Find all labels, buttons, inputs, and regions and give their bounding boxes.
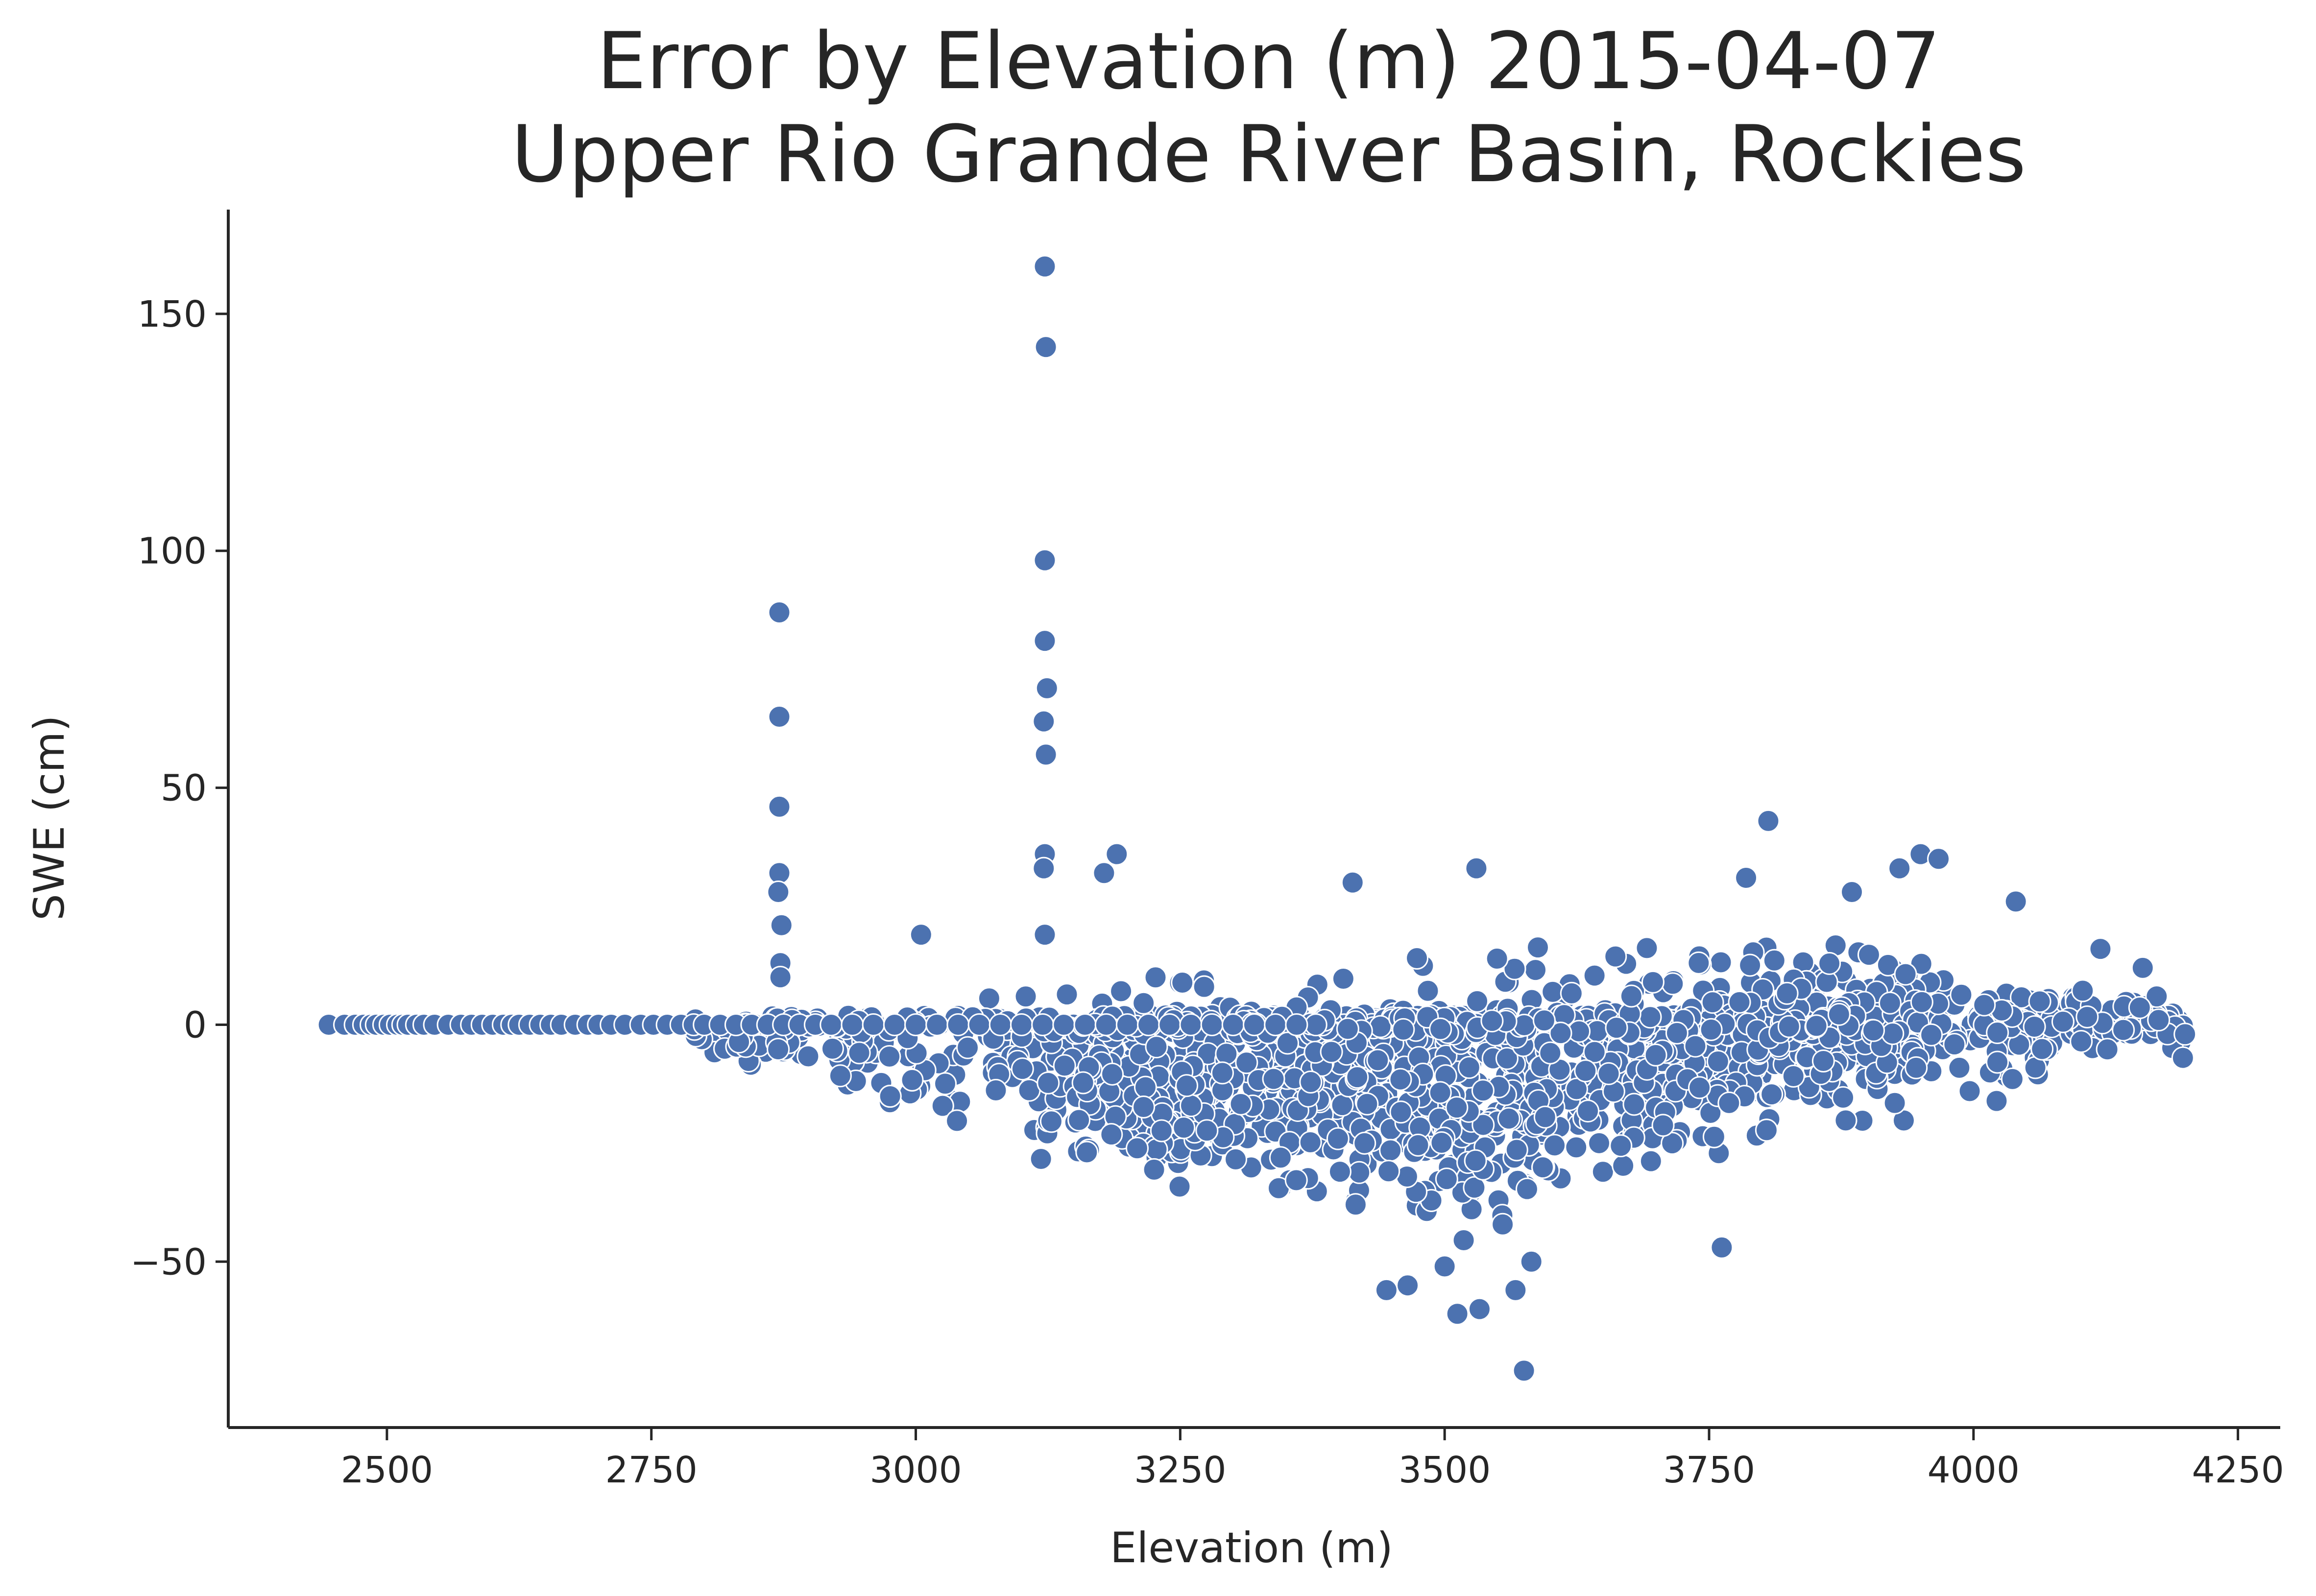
data-point [878,1085,902,1108]
data-point [1331,967,1355,990]
data-point [1053,1054,1076,1077]
data-point [1235,1051,1258,1074]
data-point [1497,1107,1520,1130]
data-point [956,1036,980,1059]
data-points [317,255,2197,1382]
data-point [1641,970,1665,994]
data-point [1416,979,1440,1002]
data-point [1609,1134,1633,1158]
data-point [1948,1056,1971,1079]
data-point [1583,964,1606,987]
data-point [2028,990,2051,1013]
data-point [1782,1064,1805,1088]
data-point [1430,1131,1453,1155]
data-point [1284,1168,1308,1192]
data-point [1067,1108,1091,1132]
data-point [1818,952,1841,975]
data-point [1701,991,1724,1014]
data-point [1950,983,1973,1006]
chart-title-line1: Error by Elevation (m) 2015-04-07 [597,15,1940,107]
data-point [1457,1056,1481,1079]
data-point [1762,949,1786,972]
data-point [1171,971,1194,995]
data-point [1576,1099,1600,1123]
data-point [1986,1050,2009,1074]
data-point [1661,1132,1684,1155]
data-point [1210,1061,1234,1085]
data-point [931,1094,954,1118]
chart-title-line2: Upper Rio Grande River Basin, Rockies [511,108,2026,200]
data-point [1145,1035,1168,1059]
data-point [1495,1047,1519,1070]
data-point [1760,1083,1784,1106]
data-point [2030,1037,2054,1061]
data-point [1110,979,1133,1003]
data-point [977,987,1001,1010]
data-point [1883,1091,1906,1115]
data-point [1612,1154,1635,1178]
data-point [945,1109,969,1133]
data-point [1215,1042,1238,1066]
data-point [1452,1228,1475,1252]
data-point [1834,1109,1858,1132]
data-point [1132,991,1156,1015]
data-point [1635,936,1659,960]
data-point [1348,1161,1371,1184]
data-point [2070,1030,2093,1053]
data-point [1591,1160,1615,1184]
data-point [900,1068,924,1092]
data-point [1560,981,1583,1005]
data-point [1435,1167,1458,1191]
data-point [1466,989,1489,1013]
data-point [1943,1033,1966,1056]
data-point [1526,936,1549,959]
data-point [1330,1094,1354,1117]
data-point [1405,946,1429,970]
data-point [1958,1079,1981,1103]
data-point [1011,1057,1034,1081]
data-point [1503,957,1526,980]
data-point [2071,979,2095,1002]
data-point [1583,1040,1606,1064]
data-point [1014,985,1037,1008]
data-point [1985,1089,2008,1113]
data-point [1588,1131,1611,1155]
data-point [2145,985,2169,1008]
data-point [1328,1160,1351,1184]
data-point [1524,958,1547,982]
data-point [1531,1156,1555,1179]
data-point [934,1072,957,1096]
data-point [1192,975,1216,999]
data-point [1366,1048,1390,1072]
data-point [1894,962,1917,986]
data-point [1491,1213,1515,1236]
data-point [1565,1077,1588,1101]
data-point [1224,1147,1248,1171]
data-point [1651,1114,1675,1137]
data-point [1639,1149,1663,1173]
data-point [1472,1113,1495,1137]
data-point [1661,972,1685,996]
data-point [1543,1134,1567,1157]
data-point [1326,1127,1350,1150]
data-point [1706,1050,1730,1073]
data-point [1369,1015,1392,1038]
data-point [1100,1123,1123,1146]
data-point [1029,1147,1053,1170]
data-point [1463,1176,1486,1199]
data-point [1702,1125,1726,1148]
data-point [1709,951,1733,974]
data-point [1687,951,1711,975]
data-point [1471,1079,1495,1102]
data-point [2001,1067,2024,1091]
data-point [1505,1138,1528,1162]
